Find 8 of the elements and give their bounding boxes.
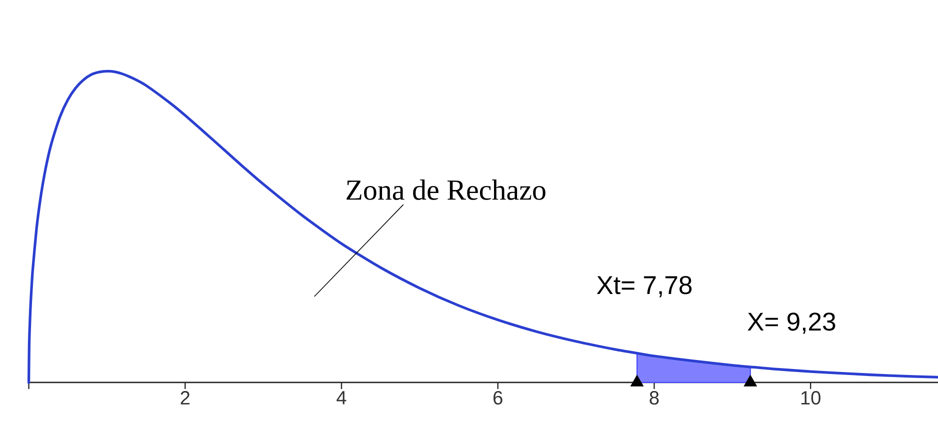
annotation: Xt= 7,78 bbox=[596, 276, 692, 298]
x-tick-label: 4 bbox=[336, 391, 346, 404]
x-tick-label: 2 bbox=[180, 391, 190, 404]
annotation: X= 9,23 bbox=[748, 312, 836, 334]
x-tick-label: 8 bbox=[650, 391, 659, 405]
x-tick-label: 6 bbox=[494, 391, 502, 405]
annotation: Zona de Rechazo bbox=[346, 180, 546, 200]
x-tick-label: 10 bbox=[801, 391, 820, 405]
